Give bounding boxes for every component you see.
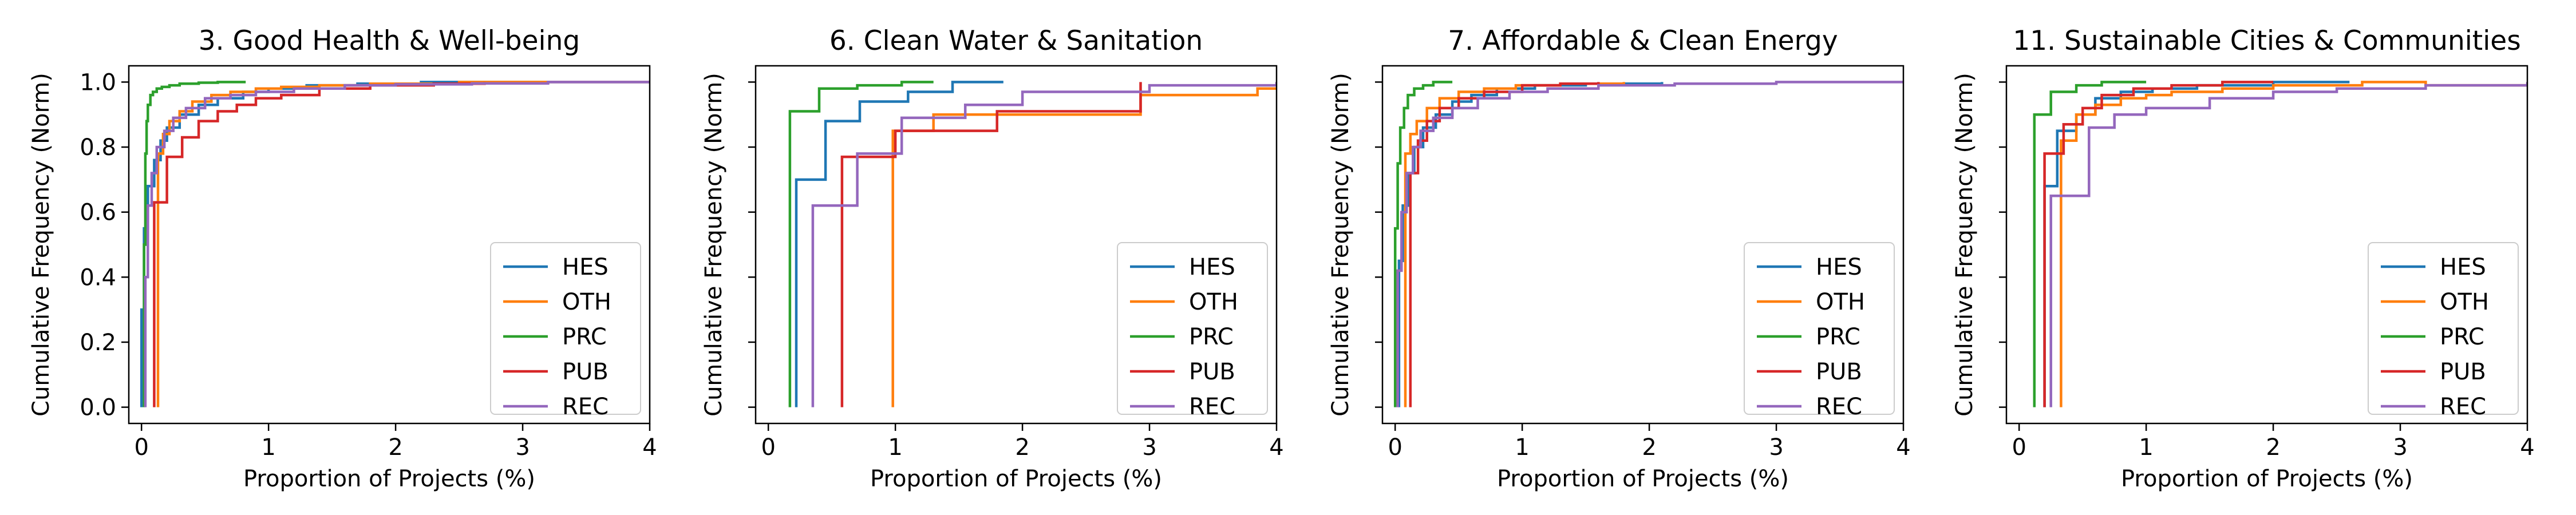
legend-label-oth: OTH (2440, 289, 2489, 315)
legend: HES OTH PRC PUB REC (1744, 242, 1895, 420)
chart-title: 6. Clean Water & Sanitation (829, 25, 1203, 57)
x-tick-label: 0 (761, 434, 775, 461)
legend: HES OTH PRC PUB REC (2368, 242, 2519, 420)
legend-label-pub: PUB (1816, 359, 1862, 385)
legend-label-hes: HES (562, 254, 609, 280)
x-tick-label: 0 (2012, 434, 2026, 461)
legend-label-hes: HES (2440, 254, 2486, 280)
series-line-hes (1397, 82, 1664, 407)
plot-area (140, 81, 650, 407)
series-line-prc (1393, 81, 1453, 407)
series-line-rec (1396, 81, 1903, 407)
legend-label-pub: PUB (562, 359, 609, 385)
series-line-oth (1404, 82, 1625, 407)
y-axis-label: Cumulative Frequency (Norm) (1951, 73, 1978, 417)
legend-label-rec: REC (1189, 394, 1235, 420)
y-tick-label: 0.2 (80, 330, 116, 356)
y-tick-label: 0.6 (80, 200, 116, 226)
legend-label-oth: OTH (562, 289, 611, 315)
chart-panel-4: 11. Sustainable Cities & Communities 0 1 2 3… (1951, 25, 2535, 492)
x-tick-label: 0 (1388, 434, 1402, 461)
y-tick-label: 0.0 (80, 395, 116, 421)
legend: HES OTH PRC PUB REC (490, 242, 641, 420)
legend-label-hes: HES (1189, 254, 1235, 280)
legend-label-rec: REC (2440, 394, 2486, 420)
legend-label-prc: PRC (2440, 324, 2484, 350)
x-tick-label: 3 (2393, 434, 2407, 461)
x-tick-label: 1 (2139, 434, 2153, 461)
y-axis-label: Cumulative Frequency (Norm) (1327, 73, 1354, 417)
legend-label-oth: OTH (1816, 289, 1865, 315)
legend: HES OTH PRC PUB REC (1117, 242, 1268, 420)
y-axis-label: Cumulative Frequency (Norm) (701, 73, 727, 417)
legend-label-pub: PUB (2440, 359, 2486, 385)
plot-area (1393, 81, 1903, 407)
series-line-prc (2033, 81, 2147, 407)
chart-panel-1: 3. Good Health & Well-being 0 1 2 3 4 0.0 0.2 0.… (28, 25, 657, 492)
x-tick-label: 2 (2266, 434, 2280, 461)
legend-label-oth: OTH (1189, 289, 1238, 315)
series-line-prc (143, 81, 246, 407)
axes-frame (2005, 65, 2528, 425)
x-tick-label: 3 (1769, 434, 1783, 461)
x-tick-label: 2 (1642, 434, 1656, 461)
chart-panel-2: 6. Clean Water & Sanitation 0 1 2 3 4 Proporti… (701, 25, 1284, 492)
y-tick-label: 1.0 (80, 69, 116, 96)
x-tick-label: 4 (1269, 434, 1283, 461)
x-tick-label: 3 (1142, 434, 1156, 461)
chart-title: 11. Sustainable Cities & Communities (2013, 25, 2520, 57)
axes-frame (754, 65, 1278, 425)
legend-label-hes: HES (1816, 254, 1862, 280)
legend-label-rec: REC (562, 394, 609, 420)
x-tick-label: 2 (1015, 434, 1029, 461)
plot-area (788, 81, 1277, 407)
series-line-hes (795, 81, 1003, 407)
series-line-prc (788, 81, 934, 407)
chart-title: 7. Affordable & Clean Energy (1448, 25, 1838, 57)
series-line-pub (153, 82, 486, 407)
x-axis-label: Proportion of Projects (%) (243, 466, 535, 492)
series-line-pub (1409, 82, 1600, 407)
axes-frame (128, 65, 651, 425)
legend-label-prc: PRC (1816, 324, 1860, 350)
legend-label-pub: PUB (1189, 359, 1235, 385)
series-line-pub (840, 82, 1142, 407)
x-tick-label: 4 (642, 434, 657, 461)
x-tick-label: 1 (888, 434, 902, 461)
x-tick-label: 0 (134, 434, 148, 461)
legend-label-rec: REC (1816, 394, 1862, 420)
y-tick-label: 0.4 (80, 264, 116, 291)
x-axis-label: Proportion of Projects (%) (1497, 466, 1789, 492)
plot-area (2033, 81, 2527, 407)
legend-label-prc: PRC (1189, 324, 1234, 350)
x-tick-label: 4 (1896, 434, 1910, 461)
axes-frame (1381, 65, 1905, 425)
y-axis-label: Cumulative Frequency (Norm) (28, 73, 54, 417)
x-tick-label: 4 (2520, 434, 2534, 461)
legend-label-prc: PRC (562, 324, 607, 350)
x-tick-label: 1 (261, 434, 275, 461)
x-tick-label: 2 (388, 434, 402, 461)
x-axis-label: Proportion of Projects (%) (870, 466, 1162, 492)
series-line-rec (2049, 82, 2527, 407)
series-line-rec (811, 82, 1277, 407)
chart-title: 3. Good Health & Well-being (199, 25, 580, 57)
series-line-pub (2043, 81, 2274, 407)
chart-panel-3: 7. Affordable & Clean Energy 0 1 2 3 4 Proport… (1327, 25, 1911, 492)
series-line-rec (144, 81, 650, 407)
x-tick-label: 3 (515, 434, 530, 461)
x-axis-label: Proportion of Projects (%) (2121, 466, 2413, 492)
y-tick-label: 0.8 (80, 134, 116, 161)
x-tick-label: 1 (1515, 434, 1529, 461)
